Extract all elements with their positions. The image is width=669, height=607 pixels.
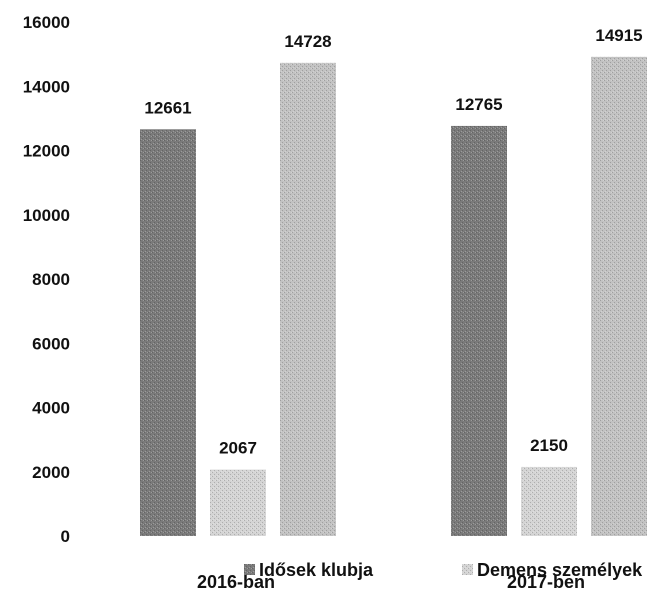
data-label: 12661 [144,98,191,117]
legend-label: Demens személyek [477,560,643,580]
y-tick-label: 4000 [32,399,70,418]
bars [140,56,647,537]
category-label: 2017-ben [507,572,585,592]
y-axis: 0 2000 4000 6000 8000 10000 12000 14000 16000 [23,13,70,546]
legend-label: Idősek klubja [259,560,374,580]
y-tick-label: 14000 [23,77,70,96]
bar-texture [591,56,647,537]
y-tick-label: 6000 [32,334,70,353]
data-label: 14915 [595,26,642,45]
data-label: 14728 [284,32,331,51]
category-label: 2016-ban [197,572,275,592]
bar-texture [521,466,577,536]
legend: Idősek klubja Demens személyek [244,560,643,580]
y-tick-label: 16000 [23,13,70,32]
y-tick-label: 10000 [23,206,70,225]
bar-texture [280,62,336,536]
data-label: 2150 [530,436,568,455]
bar-texture [140,129,196,536]
legend-swatch-texture [462,564,473,575]
data-labels: 12661 2067 14728 12765 2150 14915 [144,26,642,458]
data-label: 12765 [455,95,502,114]
category-labels: 2016-ban 2017-ben [197,572,585,592]
bar-texture [451,125,507,536]
y-tick-label: 12000 [23,142,70,161]
y-tick-label: 8000 [32,270,70,289]
y-tick-label: 0 [61,527,70,546]
bar-texture [210,469,266,536]
data-label: 2067 [219,439,257,458]
y-tick-label: 2000 [32,463,70,482]
legend-swatch-texture [244,564,255,575]
